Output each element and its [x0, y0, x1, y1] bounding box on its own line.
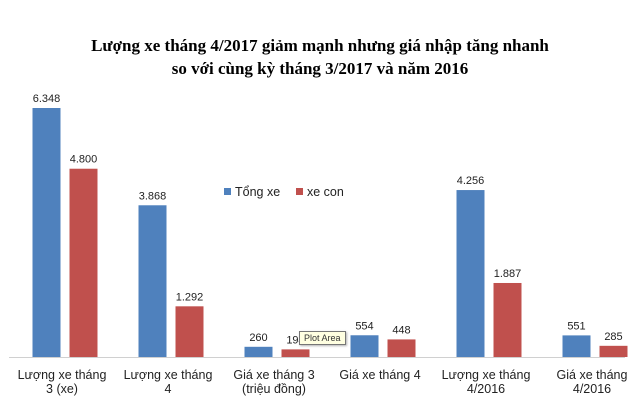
- bar-tong-xe-5: [562, 335, 591, 357]
- bar-xe-con-5: [599, 345, 628, 357]
- data-label-xe-con-4: 1.887: [494, 268, 522, 280]
- category-label-0-line-1: 3 (xe): [46, 382, 78, 396]
- bar-tong-xe-4: [456, 190, 485, 357]
- bar-xe-con-1: [175, 306, 204, 357]
- category-label-1-line-1: 4: [165, 382, 172, 396]
- bar-xe-con-0: [69, 168, 98, 357]
- legend-label-0: Tổng xe: [235, 185, 280, 199]
- category-label-2-line-1: (triệu đồng): [242, 382, 306, 396]
- data-label-tong-xe-0: 6.348: [33, 93, 61, 105]
- category-label-1-line-0: Lượng xe tháng: [124, 368, 213, 382]
- data-label-xe-con-0: 4.800: [70, 154, 98, 166]
- data-label-tong-xe-3: 554: [355, 320, 373, 332]
- legend-swatch-0: [224, 188, 231, 195]
- bar-xe-con-3: [387, 339, 416, 357]
- bar-xe-con-4: [493, 282, 522, 357]
- data-label-xe-con-5: 285: [604, 331, 622, 343]
- data-label-tong-xe-5: 551: [567, 320, 585, 332]
- chart-title-line-1: Lượng xe tháng 4/2017 giảm mạnh nhưng gi…: [91, 36, 549, 55]
- data-label-tong-xe-2: 260: [249, 332, 267, 344]
- chart-title: Lượng xe tháng 4/2017 giảm mạnh nhưng gi…: [0, 34, 640, 80]
- category-label-5-line-0: Giá xe tháng: [557, 368, 628, 382]
- category-label-2-line-0: Giá xe tháng 3: [233, 368, 314, 382]
- category-label-3-line-0: Giá xe tháng 4: [339, 368, 420, 382]
- legend-label-1: xe con: [307, 185, 344, 199]
- bar-xe-con-2: [281, 349, 310, 357]
- category-label-5-line-1: 4/2016: [573, 382, 611, 396]
- chart-title-line-2: so với cùng kỳ tháng 3/2017 và năm 2016: [171, 59, 469, 78]
- data-label-xe-con-3: 448: [392, 324, 410, 336]
- data-label-tong-xe-1: 3.868: [139, 190, 167, 202]
- category-label-4-line-1: 4/2016: [467, 382, 505, 396]
- legend-swatch-1: [296, 188, 303, 195]
- bar-tong-xe-1: [138, 205, 167, 357]
- data-label-tong-xe-4: 4.256: [457, 175, 485, 187]
- bar-tong-xe-2: [244, 346, 273, 357]
- category-label-4-line-0: Lượng xe tháng: [442, 368, 531, 382]
- category-label-0-line-0: Lượng xe tháng: [18, 368, 107, 382]
- data-label-xe-con-1: 1.292: [176, 291, 204, 303]
- plot-area-tooltip: Plot Area: [299, 331, 346, 345]
- bar-tong-xe-3: [350, 335, 379, 357]
- bar-tong-xe-0: [32, 108, 61, 357]
